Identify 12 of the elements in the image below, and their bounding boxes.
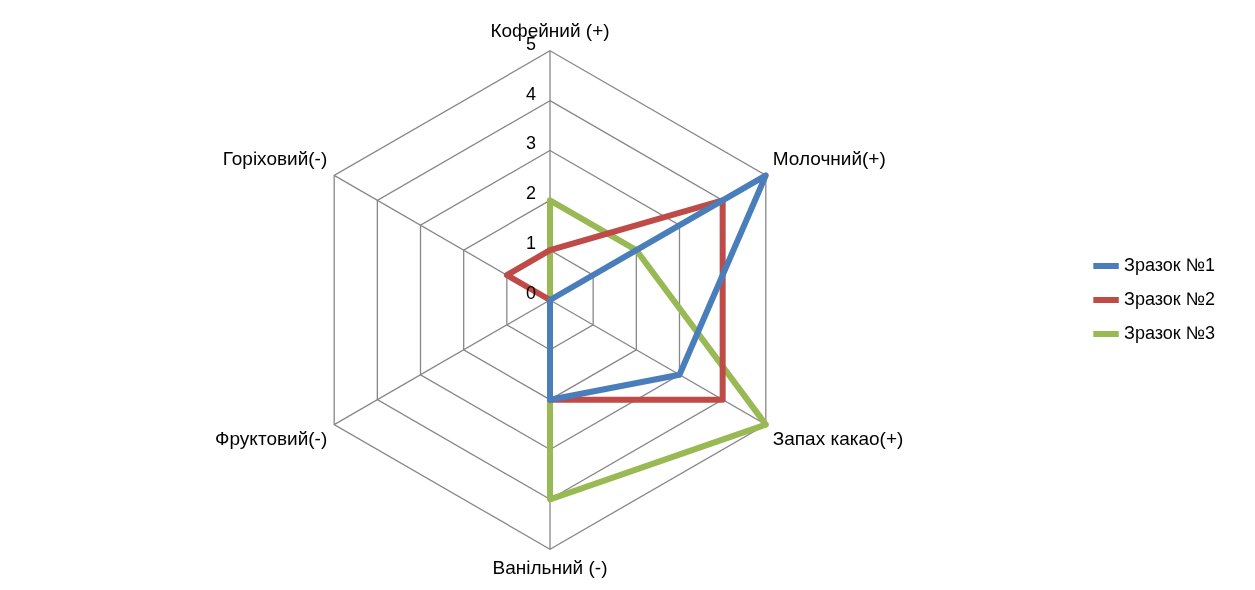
y-tick-label: 4 — [525, 83, 536, 104]
spoke-label: Фруктовий(-) — [215, 428, 328, 450]
spoke-label: Запах какао(+) — [772, 428, 904, 450]
spoke-label: Ванільний (-) — [492, 556, 608, 578]
legend-label: Зразок №3 — [1124, 322, 1215, 343]
legend-label: Зразок №2 — [1124, 288, 1215, 309]
spoke-label: Молочний(+) — [772, 148, 886, 170]
y-tick-label: 1 — [525, 233, 536, 254]
y-tick-label: 2 — [525, 183, 536, 204]
y-tick-label: 3 — [525, 133, 536, 154]
legend-label: Зразок №1 — [1124, 254, 1215, 275]
spoke-label: Горіховий(-) — [222, 148, 328, 170]
